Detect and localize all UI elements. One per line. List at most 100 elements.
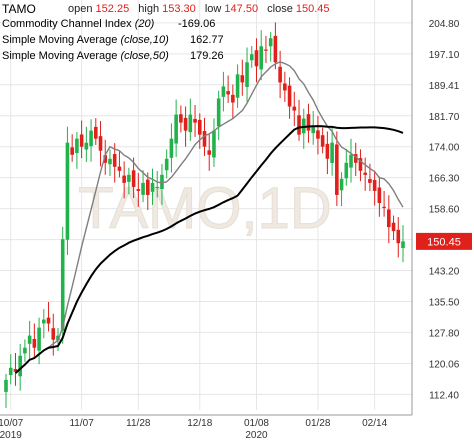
candle bbox=[207, 134, 212, 171]
candle bbox=[297, 99, 301, 141]
candle-body bbox=[221, 86, 226, 97]
candle-body bbox=[32, 339, 37, 348]
x-tick-label: 10/07 bbox=[0, 418, 24, 429]
candle-body bbox=[311, 126, 316, 134]
candle bbox=[401, 225, 405, 263]
candle bbox=[396, 217, 401, 258]
candle bbox=[372, 170, 377, 206]
x-tick-year-label: 2020 bbox=[245, 430, 268, 440]
candle bbox=[292, 91, 297, 127]
candle bbox=[98, 121, 103, 167]
candle-body bbox=[330, 142, 334, 163]
candle bbox=[23, 339, 27, 362]
x-tick-label: 11/28 bbox=[126, 418, 151, 429]
candle-body bbox=[216, 98, 221, 127]
candle-body bbox=[103, 155, 108, 163]
x-tick-year-label: 2019 bbox=[0, 430, 22, 440]
candle bbox=[18, 343, 22, 391]
candle-body bbox=[8, 367, 13, 376]
x-tick-label: 01/28 bbox=[305, 418, 330, 429]
candle-body bbox=[75, 138, 79, 154]
candle-body bbox=[169, 138, 174, 158]
x-tick-label: 12/18 bbox=[187, 418, 212, 429]
candle bbox=[179, 105, 183, 133]
indicator-sma50-value: 179.26 bbox=[190, 50, 224, 62]
candle bbox=[387, 195, 391, 244]
candle bbox=[89, 119, 93, 162]
candle-body bbox=[245, 62, 249, 88]
candle bbox=[193, 105, 197, 137]
candle-body bbox=[301, 118, 306, 134]
candle-body bbox=[316, 130, 320, 139]
candle-body bbox=[160, 174, 164, 190]
candle-body bbox=[240, 75, 245, 83]
candle bbox=[197, 113, 202, 149]
candle bbox=[4, 373, 8, 408]
x-tick-label: 01/08 bbox=[244, 418, 269, 429]
high-value: 153.30 bbox=[162, 3, 196, 15]
candle bbox=[339, 172, 344, 207]
candle-body bbox=[23, 347, 27, 354]
candle-body bbox=[136, 189, 141, 191]
candle-body bbox=[89, 130, 93, 147]
candle-body bbox=[235, 74, 240, 98]
candle bbox=[231, 84, 235, 119]
candle bbox=[51, 313, 56, 356]
close-value: 150.45 bbox=[295, 3, 330, 15]
candle bbox=[335, 131, 339, 206]
candle-body bbox=[283, 83, 287, 91]
candle bbox=[108, 149, 112, 177]
candle bbox=[141, 170, 145, 203]
candle-body bbox=[353, 154, 358, 163]
last-price-tag: 150.45 bbox=[416, 232, 472, 250]
y-tick-label: 158.60 bbox=[429, 205, 460, 216]
candle-body bbox=[27, 335, 32, 344]
candle bbox=[93, 118, 98, 145]
candle-body bbox=[179, 114, 183, 123]
candle bbox=[84, 126, 89, 162]
y-tick-label: 197.10 bbox=[429, 50, 460, 61]
candle bbox=[32, 323, 37, 358]
indicator-sma50-params: (close,50) bbox=[120, 50, 169, 62]
candle bbox=[325, 131, 330, 175]
last-price-tag-bg bbox=[416, 232, 472, 250]
candle-body bbox=[306, 114, 311, 131]
candle-body bbox=[273, 35, 278, 63]
candle-body bbox=[292, 106, 297, 111]
candle bbox=[13, 353, 18, 386]
candle-body bbox=[320, 135, 325, 147]
candle bbox=[283, 71, 287, 102]
candle-body bbox=[155, 186, 160, 189]
candle-body bbox=[37, 327, 41, 351]
low-label: low bbox=[204, 3, 222, 15]
candle bbox=[316, 115, 320, 155]
candle bbox=[259, 30, 264, 81]
y-tick-label: 127.80 bbox=[429, 328, 460, 339]
candle-body bbox=[127, 174, 131, 182]
candle-body bbox=[264, 49, 268, 51]
candlesticks bbox=[4, 22, 405, 408]
candle-body bbox=[335, 144, 339, 195]
indicator-sma50: Simple Moving Average (close,50) bbox=[2, 50, 169, 62]
candle-body bbox=[372, 179, 377, 191]
candle bbox=[174, 99, 178, 158]
sma50-line bbox=[14, 125, 404, 374]
candle-body bbox=[382, 206, 386, 209]
candle bbox=[155, 171, 160, 198]
y-tick-label: 120.06 bbox=[429, 360, 460, 371]
candle-body bbox=[278, 66, 282, 83]
y-tick-label: 166.30 bbox=[429, 174, 460, 185]
axes: 112.40120.06127.80135.50143.20150.90158.… bbox=[0, 0, 460, 440]
candle-body bbox=[98, 136, 103, 151]
candle bbox=[70, 134, 74, 162]
candle bbox=[268, 32, 273, 62]
candle-body bbox=[391, 222, 396, 232]
indicator-sma10-name: Simple Moving Average bbox=[2, 34, 118, 46]
candle bbox=[235, 64, 240, 108]
candle-body bbox=[249, 54, 254, 61]
last-price-tag-label: 150.45 bbox=[427, 236, 461, 248]
candle bbox=[358, 149, 363, 182]
open-value: 152.25 bbox=[95, 3, 130, 15]
indicator-cci-name: Commodity Channel Index bbox=[2, 18, 132, 30]
